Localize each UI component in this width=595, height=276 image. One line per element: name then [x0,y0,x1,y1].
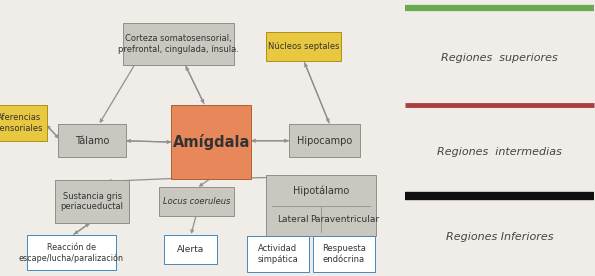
FancyBboxPatch shape [159,187,234,216]
Text: Hipotálamo: Hipotálamo [293,186,349,197]
Text: Tálamo: Tálamo [75,136,109,146]
FancyBboxPatch shape [267,175,377,236]
Text: Alerta: Alerta [177,245,204,254]
FancyBboxPatch shape [164,235,217,264]
Text: Regiones Inferiores: Regiones Inferiores [446,232,553,242]
Text: Actividad
simpática: Actividad simpática [258,244,298,264]
Text: Locus coeruleus: Locus coeruleus [162,197,230,206]
FancyBboxPatch shape [171,105,251,179]
Text: Respuesta
endócrina: Respuesta endócrina [322,244,366,264]
FancyBboxPatch shape [247,236,309,272]
FancyBboxPatch shape [313,236,375,272]
Text: Reacción de
escape/lucha/paralización: Reacción de escape/lucha/paralización [19,243,124,262]
Text: Sustancia gris
periacueductal: Sustancia gris periacueductal [61,192,124,211]
Text: Corteza somatosensorial,
prefrontal, cingulada, ínsula.: Corteza somatosensorial, prefrontal, cin… [118,34,239,54]
Text: Lateral: Lateral [277,215,309,224]
Text: Hipocampo: Hipocampo [297,136,352,146]
Text: Aferencias
sensoriales: Aferencias sensoriales [0,113,43,132]
Text: Regiones  superiores: Regiones superiores [441,53,558,63]
Text: Núcleos septales: Núcleos septales [268,43,339,51]
Text: Paraventricular: Paraventricular [309,215,379,224]
FancyBboxPatch shape [58,124,127,157]
FancyBboxPatch shape [267,33,340,62]
FancyBboxPatch shape [55,180,130,223]
FancyBboxPatch shape [124,23,233,65]
Text: Regiones  intermedias: Regiones intermedias [437,147,562,157]
Text: Amígdala: Amígdala [173,134,250,150]
FancyBboxPatch shape [289,124,360,157]
FancyBboxPatch shape [27,235,116,270]
FancyBboxPatch shape [0,105,48,141]
